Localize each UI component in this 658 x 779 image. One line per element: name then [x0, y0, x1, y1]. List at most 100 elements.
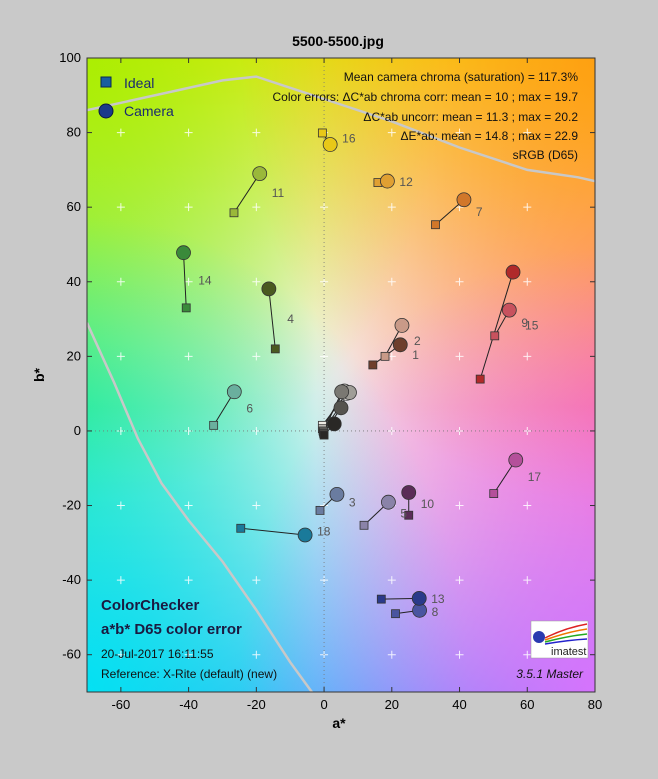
point-label: 6 [246, 402, 253, 416]
x-tick-label: -20 [247, 697, 266, 712]
y-axis-label: b* [31, 367, 47, 382]
camera-marker [176, 245, 191, 261]
reference-text: Reference: X-Rite (default) (new) [101, 667, 277, 681]
timestamp: 20-Jul-2017 16:11:55 [101, 647, 214, 661]
chart-subtitle: a*b* D65 color error [101, 621, 242, 638]
gamut-boundary-line [87, 75, 595, 183]
grid-mark [523, 576, 532, 585]
camera-marker [508, 452, 524, 468]
ideal-marker [489, 489, 499, 498]
grid-mark [184, 501, 193, 510]
y-tick-label: 40 [67, 274, 81, 289]
error-line [183, 252, 187, 308]
grid-mark [455, 501, 464, 510]
ideal-marker [319, 430, 329, 440]
grid-mark [320, 203, 329, 212]
chart-name: ColorChecker [101, 597, 200, 614]
ideal-marker [317, 128, 327, 138]
grid-mark [116, 352, 125, 361]
error-line [233, 173, 261, 214]
ideal-marker [270, 344, 280, 354]
point-label: 11 [272, 186, 285, 200]
grid-mark [184, 576, 193, 585]
point-label: 5 [400, 507, 407, 521]
y-tick-label: 20 [67, 348, 81, 363]
grid-mark [252, 277, 261, 286]
grid-mark [184, 650, 193, 659]
camera-marker [326, 416, 342, 432]
ideal-marker [404, 510, 414, 520]
ideal-marker [431, 220, 440, 230]
camera-marker [297, 527, 313, 543]
grid-mark [252, 352, 261, 361]
grid-mark [387, 576, 396, 585]
point-label: 4 [287, 312, 294, 326]
y-tick-label: 0 [74, 423, 81, 438]
point-label: 17 [528, 470, 542, 484]
grid-mark [252, 576, 261, 585]
grid-mark [523, 650, 532, 659]
axes: -60 -40 -20 0 20 40 60 80 -60 -40 -20 0 20 40 60 80 100 [59, 50, 602, 712]
grid-mark [455, 277, 464, 286]
grid-mark [116, 203, 125, 212]
grid-mark [523, 277, 532, 286]
y-tick-label: -40 [62, 572, 81, 587]
grid-mark [387, 277, 396, 286]
ideal-marker [229, 208, 239, 218]
stats-chroma: Mean camera chroma (saturation) = 117.3% [344, 70, 579, 84]
x-tick-label: -60 [111, 697, 130, 712]
error-line [240, 527, 306, 536]
grid-mark [184, 128, 193, 137]
camera-marker [226, 384, 242, 400]
grid-mark [116, 277, 125, 286]
grid-mark [455, 650, 464, 659]
camera-marker [334, 384, 350, 400]
camera-marker [261, 281, 277, 297]
gamut-boundary-line [87, 322, 314, 692]
point-label: 15 [525, 319, 539, 333]
point-label: 14 [198, 273, 212, 287]
grid-mark [387, 128, 396, 137]
legend: Ideal Camera [98, 75, 174, 119]
grid-mark [320, 277, 329, 286]
grid-mark [387, 203, 396, 212]
ideal-marker [236, 523, 246, 533]
imatest-logo: imatest [530, 620, 589, 659]
y-tick-label: 100 [59, 50, 81, 65]
ideal-marker [380, 351, 390, 361]
plot-frame [86, 57, 596, 693]
stats-chroma-corr: Color errors: ΔC*ab chroma corr: mean = … [273, 90, 579, 104]
camera-marker [394, 317, 410, 333]
camera-marker [456, 192, 472, 208]
ideal-marker [376, 594, 386, 604]
point-label: 3 [349, 495, 356, 509]
camera-marker [505, 264, 521, 280]
camera-marker [333, 400, 349, 416]
legend-ideal-marker [100, 76, 112, 88]
x-tick-label: 20 [385, 697, 399, 712]
ideal-marker [181, 303, 191, 313]
grid-mark [184, 277, 193, 286]
point-label: 12 [399, 175, 413, 189]
grid-mark [523, 352, 532, 361]
point-label: 1 [412, 348, 419, 362]
x-tick-label: 40 [452, 697, 466, 712]
grid-mark [252, 650, 261, 659]
stats-colorspace: sRGB (D65) [513, 148, 578, 162]
y-tick-label: -20 [62, 498, 81, 513]
point-label: 16 [342, 132, 356, 146]
grid-mark [523, 501, 532, 510]
grid-mark [320, 352, 329, 361]
camera-marker [252, 166, 268, 182]
camera-marker [322, 137, 338, 152]
grid-mark [523, 203, 532, 212]
camera-marker [379, 173, 395, 189]
grid-mark [116, 128, 125, 137]
point-label: 9 [521, 316, 528, 330]
grid-mark [184, 203, 193, 212]
x-tick-label: 80 [588, 697, 602, 712]
y-tick-label: 80 [67, 125, 81, 140]
ideal-marker [315, 505, 325, 515]
